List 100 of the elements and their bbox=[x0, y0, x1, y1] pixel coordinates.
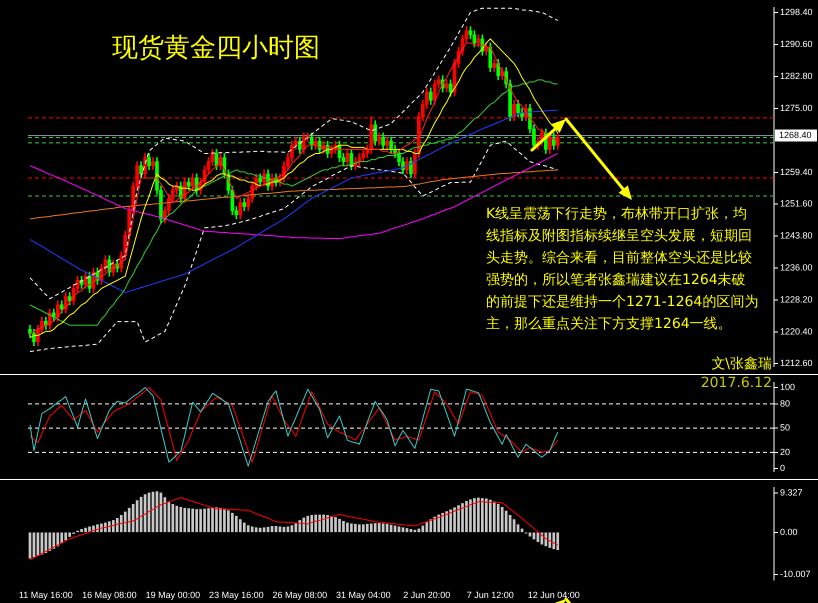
bar bbox=[183, 508, 186, 532]
bar bbox=[199, 509, 202, 532]
x-tick-label: 16 May 08:00 bbox=[82, 590, 137, 600]
annotation: 主，那么重点关注下方支撑1264一线。 bbox=[486, 315, 733, 334]
x-tick-label: 31 May 04:00 bbox=[336, 590, 391, 600]
bar bbox=[496, 504, 500, 532]
bar bbox=[266, 526, 270, 532]
bar bbox=[195, 509, 198, 532]
bar bbox=[354, 524, 357, 532]
y-tick-label: 1243.80 bbox=[780, 230, 813, 241]
bar bbox=[338, 518, 341, 532]
bar bbox=[286, 526, 290, 532]
bar bbox=[231, 512, 234, 532]
y-tick-label: 1282.80 bbox=[780, 71, 813, 82]
y-tick-label: 1290.60 bbox=[780, 39, 813, 50]
bar bbox=[152, 492, 154, 532]
bar bbox=[211, 508, 214, 532]
bar bbox=[465, 501, 468, 532]
bar bbox=[488, 500, 492, 532]
bar bbox=[469, 499, 472, 532]
bar bbox=[246, 525, 250, 532]
y-tick-label: 1251.60 bbox=[780, 198, 813, 209]
bar bbox=[418, 528, 420, 532]
bar bbox=[282, 526, 286, 532]
bar bbox=[342, 520, 345, 532]
bar bbox=[512, 519, 516, 532]
bar bbox=[362, 524, 365, 532]
bar bbox=[406, 528, 408, 532]
bar bbox=[386, 524, 388, 532]
bar bbox=[172, 504, 174, 532]
annotation: 的前提下还是维持一个1271-1264的区间为 bbox=[486, 293, 760, 312]
bar bbox=[390, 524, 392, 532]
y-tick-label: 1228.20 bbox=[780, 294, 813, 304]
bar bbox=[84, 528, 87, 532]
y-tick-label: 1236.00 bbox=[780, 262, 813, 272]
bar bbox=[207, 508, 210, 532]
annotation: K线呈震荡下行走势，布林带开口扩张，均 bbox=[486, 205, 748, 224]
y-tick-label: 1259.40 bbox=[780, 166, 813, 177]
bar bbox=[453, 507, 456, 532]
bar bbox=[148, 492, 150, 532]
bar bbox=[203, 508, 206, 532]
bar bbox=[358, 524, 361, 532]
bar bbox=[402, 527, 404, 532]
bar bbox=[28, 532, 32, 558]
bar bbox=[382, 524, 384, 532]
y-tick-label: 0 bbox=[780, 463, 786, 474]
x-tick-label: 2 Jun 20:00 bbox=[403, 590, 450, 600]
bar bbox=[556, 532, 560, 550]
bar bbox=[179, 506, 182, 532]
bar bbox=[64, 532, 68, 540]
bar bbox=[168, 501, 170, 532]
bar bbox=[242, 522, 246, 532]
bar bbox=[187, 508, 190, 532]
bar bbox=[132, 504, 134, 532]
annotation: 文\张鑫瑞 bbox=[710, 355, 772, 374]
bar bbox=[481, 498, 484, 532]
bar bbox=[215, 507, 218, 532]
bar bbox=[219, 508, 222, 532]
bar bbox=[234, 516, 238, 532]
y-tick-label: -10.007 bbox=[780, 569, 811, 580]
y-tick-label: 1220.40 bbox=[780, 326, 813, 336]
bar bbox=[258, 528, 262, 532]
bar bbox=[160, 492, 162, 532]
bar bbox=[398, 526, 400, 532]
bar bbox=[473, 498, 476, 532]
bar bbox=[421, 526, 424, 532]
y-tick-label: 80 bbox=[780, 398, 790, 408]
bar bbox=[520, 528, 524, 532]
bar bbox=[144, 494, 146, 532]
y-tick-label: 1298.40 bbox=[780, 7, 813, 18]
bar bbox=[270, 526, 274, 532]
bar bbox=[536, 532, 540, 542]
bar bbox=[461, 503, 464, 532]
bar bbox=[334, 517, 337, 532]
y-tick-label: 20 bbox=[780, 446, 790, 457]
bar bbox=[477, 498, 480, 532]
bar bbox=[36, 532, 40, 556]
y-tick-label: 50 bbox=[780, 422, 790, 433]
bar bbox=[32, 532, 36, 558]
bar bbox=[80, 529, 83, 532]
bar bbox=[366, 524, 369, 532]
bar bbox=[484, 498, 488, 532]
bar bbox=[227, 510, 230, 532]
y-tick-label: 1212.60 bbox=[780, 358, 813, 368]
bar bbox=[140, 496, 142, 532]
bar bbox=[457, 505, 460, 532]
bar bbox=[156, 491, 158, 532]
y-tick-label: 1275.00 bbox=[780, 102, 813, 113]
bar bbox=[223, 508, 226, 532]
y-tick-label: 0.00 bbox=[780, 526, 798, 537]
x-tick-label: 7 Jun 12:00 bbox=[466, 590, 514, 600]
bar bbox=[500, 506, 504, 532]
annotation: 线指标及附图指标续继呈空头发展，短期回 bbox=[486, 227, 753, 246]
x-tick-label: 23 May 16:00 bbox=[209, 590, 264, 600]
bar bbox=[410, 529, 412, 532]
bar bbox=[532, 532, 536, 540]
bar bbox=[370, 524, 373, 532]
bar bbox=[274, 526, 278, 532]
bar bbox=[278, 526, 282, 532]
annotation: 头走势。综合来看，目前整体空头还是比较 bbox=[486, 249, 753, 268]
